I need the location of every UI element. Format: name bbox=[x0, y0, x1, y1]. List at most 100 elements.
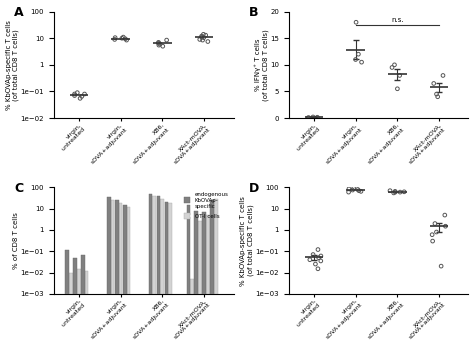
Point bbox=[441, 212, 448, 218]
Point bbox=[155, 42, 163, 48]
Point bbox=[392, 189, 399, 194]
Point bbox=[396, 73, 403, 78]
Text: B: B bbox=[249, 6, 259, 19]
Point bbox=[439, 73, 447, 78]
Bar bbox=[198, 221, 202, 346]
Point bbox=[391, 62, 398, 67]
Bar bbox=[214, 199, 218, 346]
Point bbox=[306, 257, 314, 263]
Point bbox=[392, 189, 399, 195]
Bar bbox=[149, 194, 153, 346]
Y-axis label: % KbOVAp-specific T cells
(of total CD8 T cells): % KbOVAp-specific T cells (of total CD8 … bbox=[240, 196, 254, 285]
Point bbox=[200, 35, 208, 40]
Bar bbox=[206, 215, 210, 346]
Bar bbox=[69, 273, 73, 346]
Point bbox=[430, 81, 438, 86]
Point bbox=[121, 36, 129, 42]
Point bbox=[442, 224, 449, 229]
Bar bbox=[85, 271, 89, 346]
Point bbox=[352, 57, 359, 62]
Bar bbox=[115, 200, 118, 346]
Point bbox=[354, 187, 362, 192]
Point bbox=[309, 114, 317, 120]
Point bbox=[431, 221, 439, 226]
Point bbox=[433, 229, 440, 235]
Bar bbox=[168, 203, 172, 346]
Bar bbox=[164, 202, 168, 346]
Point bbox=[73, 90, 81, 95]
Text: n.s.: n.s. bbox=[391, 17, 404, 23]
Bar bbox=[202, 212, 206, 346]
Y-axis label: % of CD8 T cells: % of CD8 T cells bbox=[13, 212, 19, 269]
Text: D: D bbox=[249, 182, 259, 195]
Point bbox=[204, 39, 211, 44]
Bar bbox=[153, 196, 156, 346]
Point bbox=[355, 188, 363, 193]
Point bbox=[345, 186, 353, 192]
Point bbox=[317, 253, 325, 259]
Point bbox=[81, 91, 88, 97]
Point bbox=[434, 94, 441, 100]
Point bbox=[311, 261, 319, 267]
Y-axis label: % IFNγ⁺ T cells
(of total CD8 T cells): % IFNγ⁺ T cells (of total CD8 T cells) bbox=[255, 29, 269, 101]
Point bbox=[155, 40, 162, 46]
Bar bbox=[110, 200, 114, 346]
Legend: endogenous
KbOVAp-
specific, OT-I cells: endogenous KbOVAp- specific, OT-I cells bbox=[182, 190, 231, 221]
Bar bbox=[81, 255, 85, 346]
Point bbox=[350, 185, 357, 191]
Point bbox=[198, 34, 205, 40]
Point bbox=[200, 31, 207, 37]
Point bbox=[71, 93, 78, 98]
Point bbox=[428, 232, 436, 237]
Bar bbox=[160, 199, 164, 346]
Point bbox=[401, 189, 408, 194]
Point bbox=[393, 86, 401, 92]
Bar bbox=[65, 249, 69, 346]
Point bbox=[163, 37, 171, 43]
Point bbox=[305, 115, 312, 120]
Text: A: A bbox=[14, 6, 24, 19]
Point bbox=[345, 189, 352, 195]
Point bbox=[71, 91, 78, 97]
Y-axis label: % KbOVAp-specific T cells
(of total CD8 T cells): % KbOVAp-specific T cells (of total CD8 … bbox=[6, 20, 19, 110]
Bar bbox=[107, 197, 110, 346]
Point bbox=[386, 188, 394, 193]
Point bbox=[358, 60, 365, 65]
Point bbox=[314, 247, 322, 252]
Point bbox=[118, 35, 126, 41]
Point bbox=[199, 37, 206, 43]
Point bbox=[355, 52, 362, 57]
Point bbox=[438, 263, 445, 269]
Point bbox=[349, 187, 356, 193]
Point bbox=[396, 189, 404, 195]
Point bbox=[429, 238, 437, 244]
Bar bbox=[73, 258, 77, 346]
Point bbox=[76, 95, 84, 101]
Point bbox=[111, 37, 118, 42]
Point bbox=[313, 115, 321, 120]
Point bbox=[433, 91, 440, 97]
Bar bbox=[77, 269, 81, 346]
Point bbox=[202, 33, 210, 38]
Point bbox=[111, 35, 119, 40]
Point bbox=[315, 255, 322, 261]
Text: C: C bbox=[14, 182, 23, 195]
Bar bbox=[186, 205, 190, 346]
Point bbox=[357, 189, 365, 194]
Point bbox=[78, 94, 86, 99]
Point bbox=[388, 65, 396, 70]
Point bbox=[390, 190, 398, 196]
Point bbox=[155, 39, 162, 45]
Bar bbox=[190, 279, 194, 346]
Bar bbox=[210, 200, 214, 346]
Bar bbox=[118, 203, 122, 346]
Point bbox=[314, 266, 322, 272]
Point bbox=[156, 42, 164, 47]
Point bbox=[198, 33, 205, 39]
Point bbox=[196, 37, 203, 42]
Bar bbox=[156, 196, 160, 346]
Point bbox=[123, 37, 130, 43]
Bar bbox=[123, 205, 127, 346]
Bar bbox=[194, 211, 198, 346]
Point bbox=[317, 258, 325, 264]
